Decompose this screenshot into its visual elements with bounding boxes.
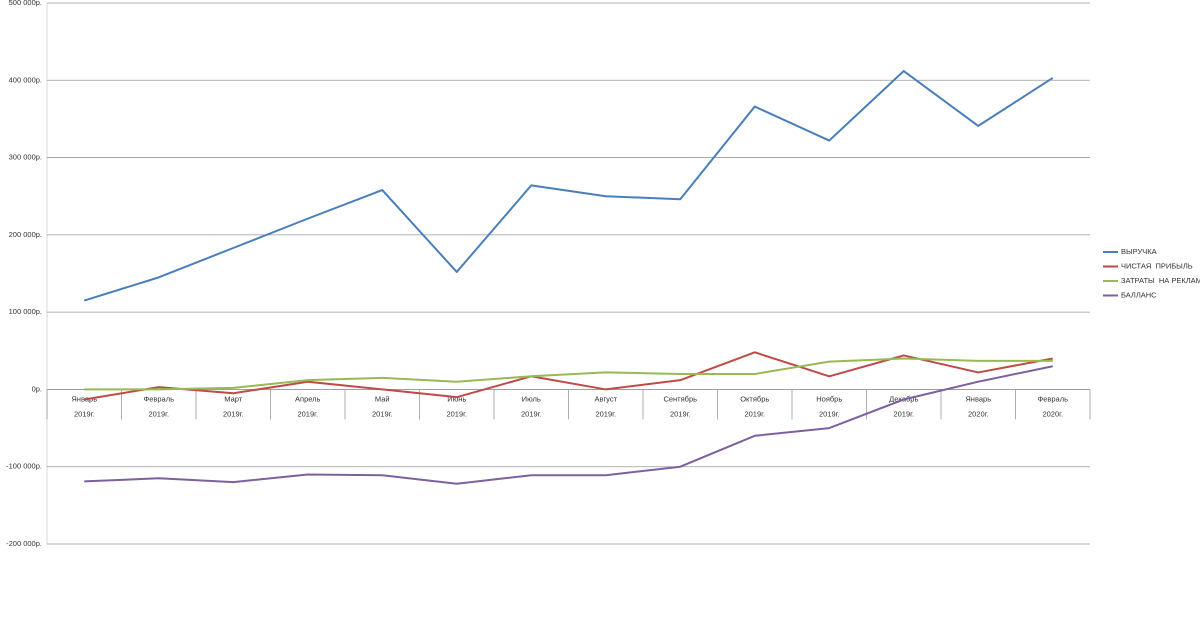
x-tick-label: Август (594, 394, 617, 403)
x-tick-year: 2020г. (968, 409, 989, 418)
x-tick-label: Февраль (1038, 394, 1069, 403)
x-tick-year: 2019г. (744, 409, 765, 418)
legend-label: ВЫРУЧКА (1121, 247, 1157, 256)
x-tick-year: 2019г. (446, 409, 467, 418)
y-tick-label: 300 000р. (9, 153, 42, 162)
x-tick-label: Февраль (144, 394, 175, 403)
x-tick-label: Октябрь (740, 394, 769, 403)
y-tick-label: 200 000р. (9, 230, 42, 239)
x-tick-label: Сентябрь (663, 394, 697, 403)
y-tick-label: -200 000р. (6, 539, 42, 548)
x-tick-year: 2019г. (521, 409, 542, 418)
series-line (84, 357, 1053, 391)
x-tick-label: Март (224, 394, 243, 403)
y-tick-label: 500 000р. (9, 0, 42, 7)
y-tick-label: 100 000р. (9, 307, 42, 316)
x-tick-label: Январь (965, 394, 991, 403)
x-tick-label: Май (375, 394, 390, 403)
y-tick-label: 0р. (32, 384, 42, 393)
x-tick-label: Июнь (447, 394, 466, 403)
x-tick-label: Июль (522, 394, 541, 403)
y-tick-label: -100 000р. (6, 462, 42, 471)
x-tick-year: 2019г. (372, 409, 393, 418)
y-tick-label: 400 000р. (9, 75, 42, 84)
series-line (83, 70, 1054, 302)
x-tick-year: 2019г. (223, 409, 244, 418)
x-tick-year: 2019г. (670, 409, 691, 418)
legend-label: ЧИСТАЯ ПРИБЫЛЬ (1121, 261, 1193, 270)
x-tick-year: 2020г. (1042, 409, 1063, 418)
x-tick-label: Ноябрь (816, 394, 842, 403)
x-tick-year: 2019г. (297, 409, 318, 418)
series-line (84, 365, 1053, 485)
x-tick-label: Апрель (295, 394, 321, 403)
x-tick-year: 2019г. (74, 409, 95, 418)
x-tick-year: 2019г. (148, 409, 169, 418)
x-tick-year: 2019г. (893, 409, 914, 418)
legend-label: БАЛЛАНС (1121, 290, 1157, 299)
x-tick-year: 2019г. (819, 409, 840, 418)
legend-label: ЗАТРАТЫ НА РЕКЛАМУ (1121, 276, 1200, 285)
x-tick-year: 2019г. (595, 409, 616, 418)
